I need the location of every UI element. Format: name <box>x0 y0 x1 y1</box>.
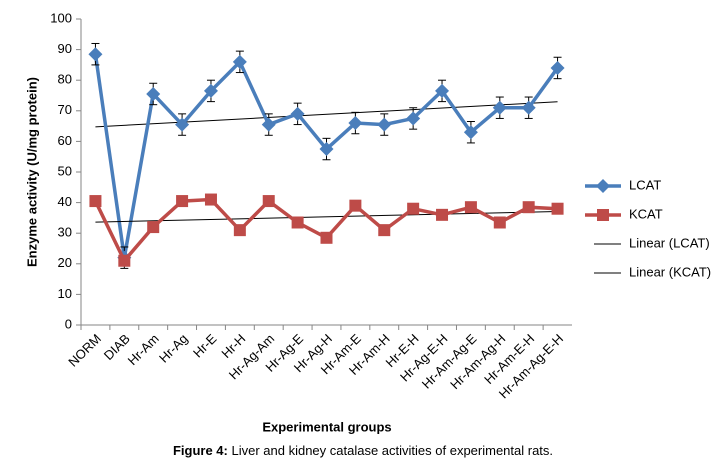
marker <box>232 54 247 69</box>
legend-label: LCAT <box>629 177 661 192</box>
marker <box>176 195 189 208</box>
marker <box>407 202 420 215</box>
legend-label: Linear (KCAT) <box>629 264 711 279</box>
legend-marker <box>596 179 610 193</box>
legend-label: Linear (LCAT) <box>629 235 710 250</box>
y-tick-label: 80 <box>58 72 72 87</box>
marker <box>436 208 449 221</box>
marker <box>493 216 506 229</box>
caption: Figure 4: Liver and kidney catalase acti… <box>173 443 553 458</box>
marker <box>146 86 161 101</box>
x-axis-label: Experimental groups <box>262 419 391 434</box>
y-tick-label: 90 <box>58 41 72 56</box>
marker <box>319 142 334 157</box>
marker <box>463 125 478 140</box>
caption-text: Liver and kidney catalase activities of … <box>231 443 553 458</box>
y-tick-label: 40 <box>58 194 72 209</box>
marker <box>118 254 131 267</box>
marker <box>291 216 304 229</box>
marker <box>320 231 333 244</box>
x-tick-label: Hr-E <box>190 331 220 361</box>
y-tick-label: 0 <box>65 316 72 331</box>
y-tick-label: 30 <box>58 225 72 240</box>
marker <box>233 224 246 237</box>
marker <box>406 111 421 126</box>
x-tick-label: Hr-Ag <box>156 331 191 366</box>
y-tick-label: 50 <box>58 163 72 178</box>
legend-marker <box>597 209 609 221</box>
series-line <box>93 197 558 264</box>
trendline <box>95 101 558 128</box>
marker <box>349 199 362 212</box>
marker <box>175 117 190 132</box>
marker <box>89 195 102 208</box>
y-tick-label: 70 <box>58 102 72 117</box>
marker <box>378 224 391 237</box>
marker <box>348 116 363 131</box>
marker <box>203 83 218 98</box>
marker <box>261 117 276 132</box>
marker <box>435 83 450 98</box>
marker <box>521 100 536 115</box>
legend-label: KCAT <box>629 206 663 221</box>
y-axis-label: Enzyme activity (U/mg protein) <box>24 77 39 267</box>
caption-label: Figure 4: <box>173 443 228 458</box>
y-tick-label: 60 <box>58 133 72 148</box>
marker <box>262 195 275 208</box>
x-tick-label: NORM <box>65 331 104 370</box>
marker <box>88 47 103 62</box>
x-tick-label: Hr-Am <box>125 331 162 368</box>
y-tick-label: 10 <box>58 286 72 301</box>
marker <box>377 117 392 132</box>
y-tick-label: 20 <box>58 255 72 270</box>
marker <box>147 221 160 234</box>
marker <box>464 201 477 214</box>
marker <box>290 106 305 121</box>
marker <box>550 60 565 75</box>
y-tick-label: 100 <box>50 10 72 25</box>
marker <box>492 100 507 115</box>
marker <box>204 193 217 206</box>
marker <box>522 201 535 214</box>
marker <box>551 202 564 215</box>
